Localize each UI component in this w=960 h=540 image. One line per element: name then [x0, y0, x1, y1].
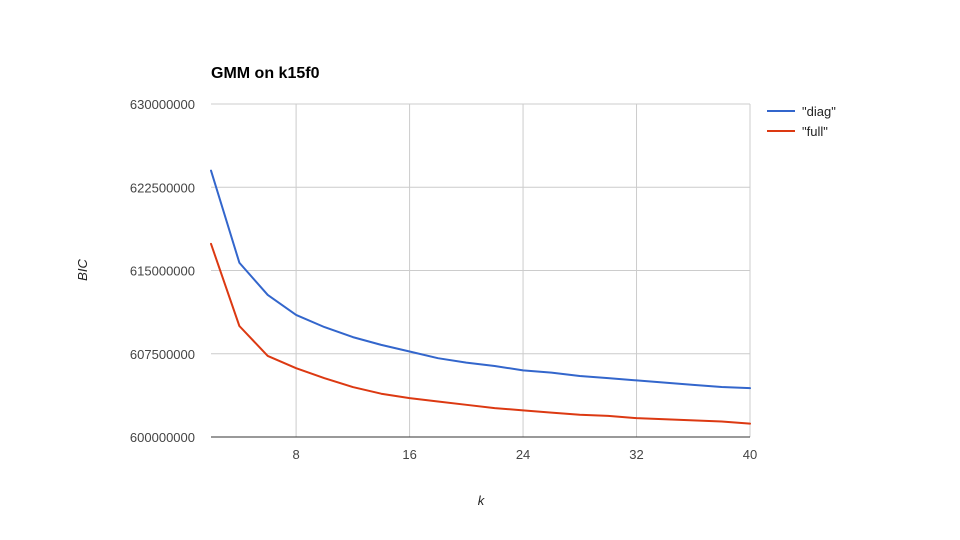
y-tick-label: 615000000 [130, 264, 195, 279]
legend-label: "diag" [802, 104, 836, 119]
series-line-full [210, 242, 751, 425]
chart-title: GMM on k15f0 [211, 65, 320, 82]
x-tick-label: 8 [292, 447, 299, 462]
x-tick-label: 16 [402, 447, 416, 462]
x-axis-title: k [478, 493, 486, 508]
legend-item-diag[interactable]: "diag" [767, 104, 836, 119]
series-line-diag [210, 169, 751, 390]
x-tick-label: 24 [516, 447, 530, 462]
legend-item-full[interactable]: "full" [767, 124, 828, 139]
y-axis-title: BIC [75, 259, 90, 281]
x-tick-label: 32 [629, 447, 643, 462]
y-tick-label: 607500000 [130, 347, 195, 362]
y-tick-label: 600000000 [130, 430, 195, 445]
legend-label: "full" [802, 124, 828, 139]
y-tick-label: 622500000 [130, 180, 195, 195]
x-tick-label: 40 [743, 447, 757, 462]
tick-labels: 600000000 607500000 615000000 622500000 6300… [130, 97, 757, 462]
legend: "diag" "full" [767, 104, 836, 139]
y-tick-label: 630000000 [130, 97, 195, 112]
gridlines [211, 103, 751, 438]
series-lines [210, 169, 751, 425]
